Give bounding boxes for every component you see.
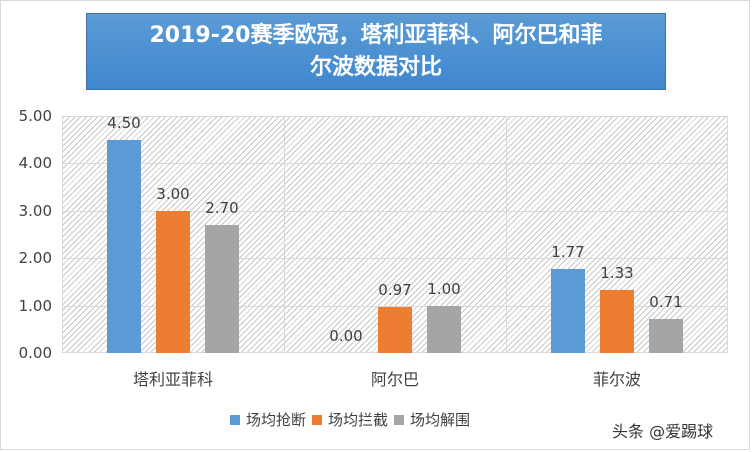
data-label: 0.00 [329, 327, 363, 345]
bar-0-0 [107, 140, 141, 353]
chart-title-line1: 2019-20赛季欧冠，塔利亚菲科、阿尔巴和菲 [149, 23, 603, 48]
data-label: 4.50 [107, 114, 141, 132]
legend-label: 场均解围 [410, 411, 471, 429]
legend-swatch-gray-icon [394, 414, 405, 425]
category-divider-2 [506, 117, 507, 352]
y-tick-2: 2.00 [18, 249, 52, 267]
data-label: 1.33 [600, 264, 634, 282]
category-divider-1 [284, 117, 285, 352]
legend-item-interceptions: 场均拦截 [312, 409, 388, 430]
y-tick-4: 4.00 [18, 154, 52, 172]
data-label: 1.77 [551, 243, 585, 261]
data-label: 0.71 [649, 293, 683, 311]
chart-title: 2019-20赛季欧冠，塔利亚菲科、阿尔巴和菲 尔波数据对比 [86, 13, 666, 90]
legend-swatch-orange-icon [312, 414, 323, 425]
x-label-firpo: 菲尔波 [592, 370, 641, 389]
x-label-tagliafico: 塔利亚菲科 [132, 370, 213, 389]
gridline-3 [63, 211, 727, 212]
y-tick-3: 3.00 [18, 202, 52, 220]
legend: 场均抢断 场均拦截 场均解围 [230, 409, 476, 430]
legend-swatch-blue-icon [230, 414, 240, 425]
y-tick-1: 1.00 [18, 297, 52, 315]
watermark: 头条 @爱踢球 [612, 422, 714, 441]
bar-0-2 [205, 225, 239, 353]
legend-item-steals: 场均抢断 [230, 409, 306, 430]
x-label-alba: 阿尔巴 [370, 370, 419, 389]
data-label: 1.00 [427, 280, 461, 298]
data-label: 2.70 [205, 199, 239, 217]
legend-item-clearances: 场均解围 [394, 409, 470, 430]
gridline-1 [63, 306, 727, 307]
legend-label: 场均抢断 [246, 411, 307, 429]
bar-2-2 [649, 319, 683, 353]
bar-1-2 [427, 306, 461, 353]
y-tick-5: 5.00 [18, 107, 52, 125]
chart-title-line2: 尔波数据对比 [309, 55, 442, 80]
data-label: 0.97 [378, 281, 412, 299]
bar-1-1 [378, 307, 412, 353]
y-tick-0: 0.00 [18, 344, 52, 362]
bar-2-0 [551, 269, 585, 353]
gridline-4 [63, 163, 727, 164]
data-label: 3.00 [156, 185, 190, 203]
bar-2-1 [600, 290, 634, 353]
legend-label: 场均拦截 [328, 411, 389, 429]
gridline-2 [63, 258, 727, 259]
bar-0-1 [156, 211, 190, 353]
